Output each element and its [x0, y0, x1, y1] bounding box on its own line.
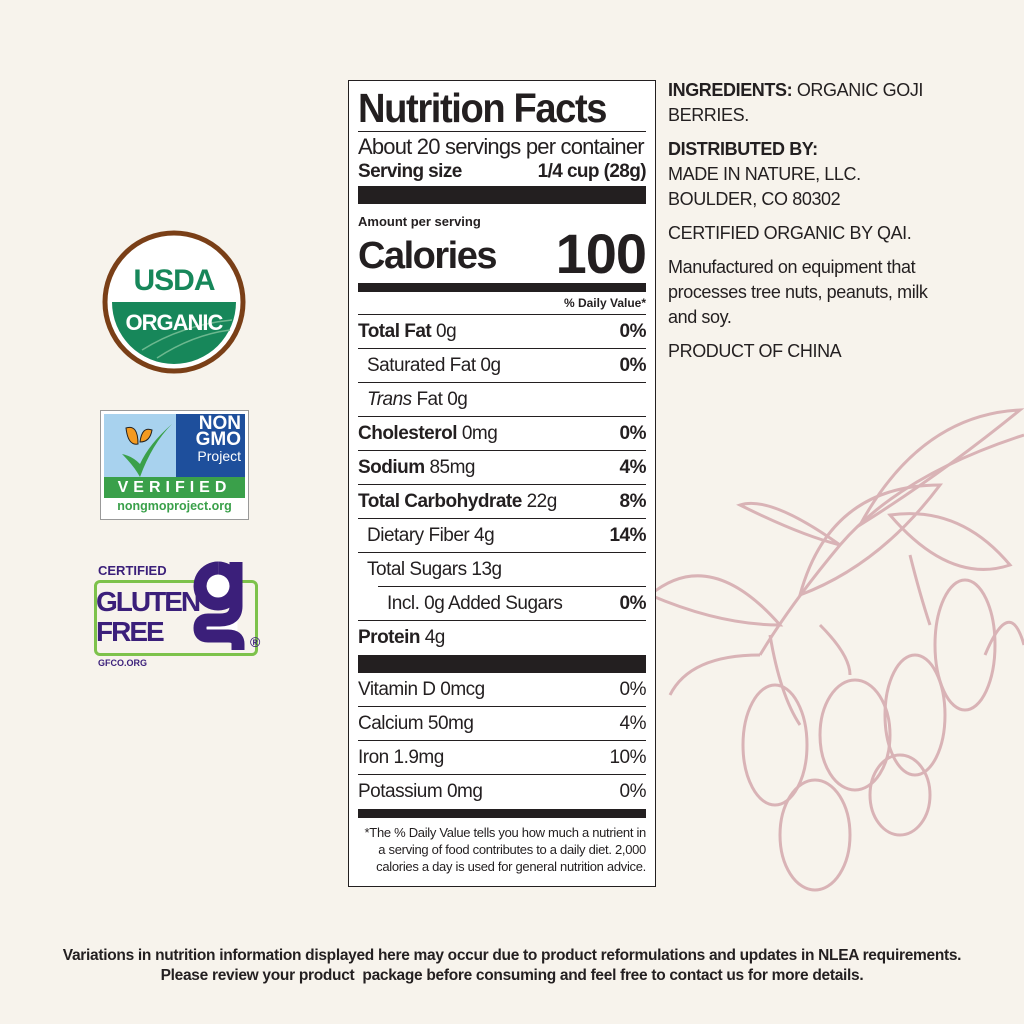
- usda-line2: ORGANIC: [125, 310, 224, 335]
- divider-thick: [358, 655, 646, 673]
- ingredients: INGREDIENTS: ORGANIC GOJI BERRIES.: [668, 80, 924, 125]
- nutrient-row-cholesterol: Cholesterol 0mg 0%: [358, 417, 647, 451]
- gluten-line1: GLUTEN: [96, 586, 201, 617]
- allergen-statement: Manufactured on equipment that processes…: [668, 257, 928, 327]
- usda-line1: USDA: [133, 264, 215, 297]
- servings-per-container: About 20 servings per container: [358, 134, 645, 159]
- nutrient-row-total-carbohydrate: Total Carbohydrate 22g 8%: [358, 485, 647, 519]
- vitamin-row-iron: Iron 1.9mg 10%: [358, 741, 646, 775]
- vitamin-row-calcium: Calcium 50mg 4%: [358, 707, 647, 741]
- nongmo-line2: GMO: [195, 429, 241, 450]
- non-gmo-verified-logo: NON GMO Project VERIFIED nongmoproject.o…: [100, 410, 249, 520]
- gluten-reg: ®: [250, 634, 261, 650]
- divider-medium: [358, 283, 646, 292]
- nutrient-row-total-fat: Total Fat 0g 0%: [358, 315, 647, 349]
- divider-thick: [358, 186, 646, 204]
- calories-row: Calories 100: [358, 222, 647, 285]
- nutrient-row-dietary-fiber: Dietary Fiber 4g 14%: [358, 519, 646, 553]
- gluten-url: GFCO.ORG: [98, 658, 147, 668]
- nutrient-row-added-sugars: Incl. 0g Added Sugars 0%: [358, 587, 647, 621]
- nutrition-facts-label: Nutrition Facts About 20 servings per co…: [348, 80, 656, 887]
- butterfly-icon: [104, 414, 176, 477]
- serving-size-value: 1/4 cup (28g): [537, 161, 647, 182]
- amount-per-serving: Amount per serving: [358, 214, 481, 229]
- calories-value: 100: [555, 222, 647, 285]
- nutrient-row-total-sugars: Total Sugars 13g: [358, 553, 646, 587]
- nongmo-line3: Project: [197, 448, 241, 464]
- divider-medium: [358, 809, 646, 818]
- nutrient-row-protein: Protein 4g: [358, 627, 445, 648]
- daily-value-header: % Daily Value*: [358, 292, 646, 315]
- vitamin-row-vitamin-d: Vitamin D 0mcg 0%: [358, 673, 647, 707]
- product-info: INGREDIENTS: ORGANIC GOJI BERRIES. DISTR…: [668, 78, 988, 373]
- serving-size: Serving size 1/4 cup (28g): [358, 160, 647, 184]
- serving-size-label: Serving size: [358, 161, 462, 182]
- nutrient-row-sodium: Sodium 85mg 4%: [358, 451, 647, 485]
- goji-berry-illustration: [650, 408, 1024, 892]
- label-title: Nutrition Facts: [358, 85, 608, 131]
- gluten-line2: FREE: [96, 616, 165, 647]
- certification: CERTIFIED ORGANIC BY QAI.: [668, 223, 912, 243]
- gluten-free-logo: CERTIFIED GLUTEN FREE ® GFCO.ORG: [92, 556, 268, 670]
- country-of-origin: PRODUCT OF CHINA: [668, 341, 842, 361]
- calories-label: Calories: [358, 235, 497, 277]
- usda-organic-logo: USDA ORGANIC: [102, 230, 246, 374]
- nongmo-verified: VERIFIED: [104, 477, 245, 498]
- g-icon: [193, 561, 245, 650]
- disclaimer: Variations in nutrition information disp…: [62, 947, 962, 984]
- nongmo-line1: NON: [198, 413, 241, 434]
- vitamin-row-potassium: Potassium 0mg 0%: [358, 781, 647, 802]
- nutrient-row-saturated-fat: Saturated Fat 0g 0%: [358, 349, 647, 383]
- distributor: DISTRIBUTED BY: MADE IN NATURE, LLC. BOULD…: [668, 139, 861, 209]
- nutrient-row-trans-fat: Trans Fat 0g: [358, 383, 646, 417]
- daily-value-footnote: *The % Daily Value tells you how much a …: [364, 825, 647, 874]
- nongmo-url: nongmoproject.org: [117, 499, 232, 513]
- gluten-certified: CERTIFIED: [98, 563, 167, 578]
